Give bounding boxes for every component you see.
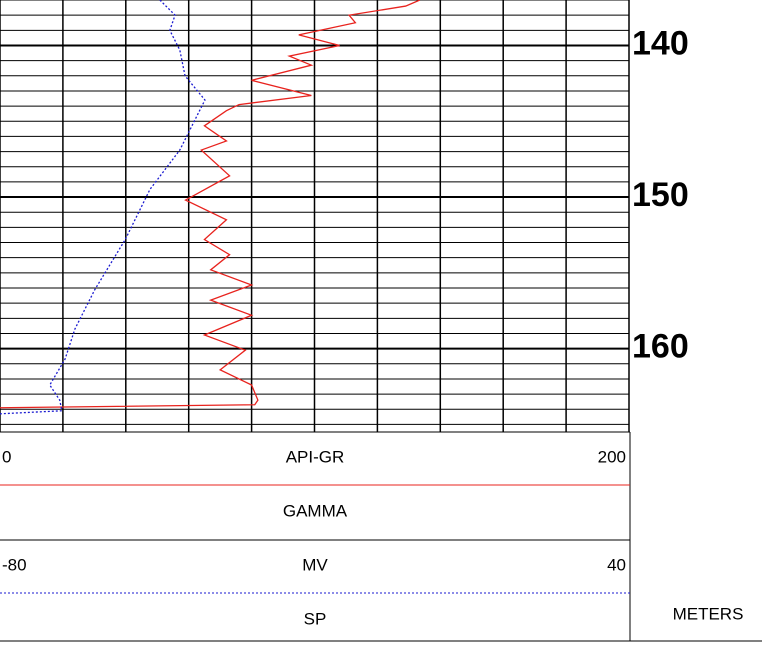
depth-label: 140 [632, 24, 689, 62]
scale-unit: API-GR [286, 447, 345, 466]
scale-unit: MV [302, 555, 328, 574]
header-frame [0, 431, 762, 642]
log-curve [0, 0, 206, 415]
depth-label: 150 [632, 176, 689, 214]
depth-label: 160 [632, 328, 689, 366]
scale-max: 40 [607, 555, 626, 574]
legend-name: GAMMA [283, 501, 348, 520]
depth-unit: METERS [673, 604, 744, 623]
legend-name: SP [304, 609, 327, 628]
scale-min: 0 [2, 447, 11, 466]
scale-min: -80 [2, 555, 27, 574]
scale-max: 200 [598, 447, 626, 466]
log-curve [0, 0, 421, 409]
